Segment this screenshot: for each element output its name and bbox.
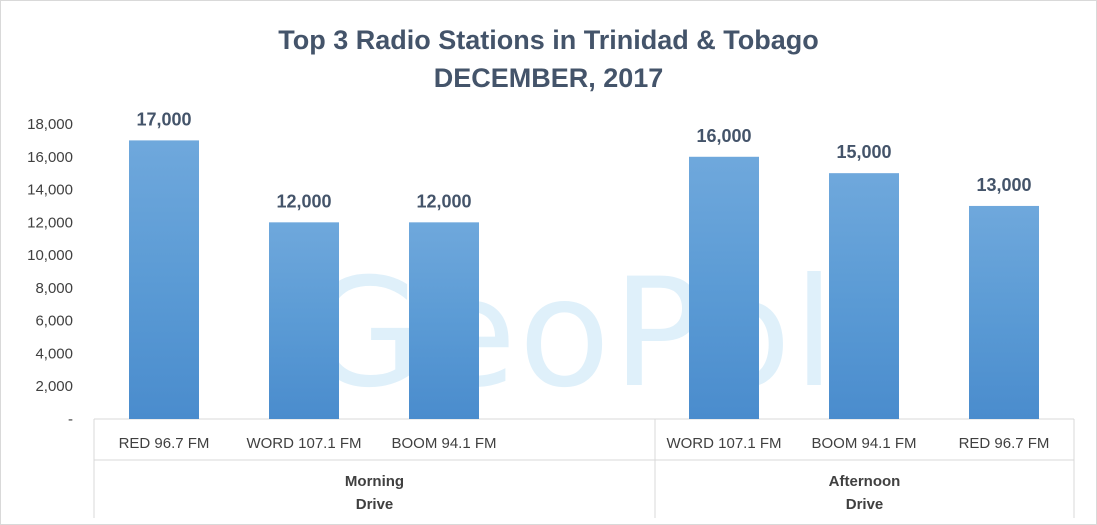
bar [689, 156, 759, 419]
y-tick-label: 2,000 [35, 378, 73, 395]
group-label: Drive [846, 496, 884, 513]
y-tick-label: 14,000 [27, 182, 73, 199]
x-tick-label: BOOM 94.1 FM [391, 435, 496, 452]
chart-subtitle: DECEMBER, 2017 [433, 63, 664, 93]
bar [269, 222, 339, 419]
data-label: 15,000 [836, 142, 891, 162]
x-tick-label: RED 96.7 FM [959, 435, 1050, 452]
group-label: Afternoon [829, 473, 901, 490]
data-label: 16,000 [696, 126, 751, 146]
y-tick-label: 6,000 [35, 313, 73, 330]
bar [129, 140, 199, 419]
x-tick-label: WORD 107.1 FM [246, 435, 361, 452]
group-label: Drive [356, 496, 394, 513]
y-tick-label: - [68, 411, 73, 428]
y-tick-label: 8,000 [35, 280, 73, 297]
x-tick-label: RED 96.7 FM [119, 435, 210, 452]
x-tick-label: BOOM 94.1 FM [811, 435, 916, 452]
y-tick-label: 18,000 [27, 116, 73, 133]
bar [969, 205, 1039, 419]
data-label: 17,000 [136, 109, 191, 129]
y-tick-label: 12,000 [27, 214, 73, 231]
x-tick-label: WORD 107.1 FM [666, 435, 781, 452]
bar [829, 173, 899, 419]
bar [409, 222, 479, 419]
data-label: 12,000 [416, 191, 471, 211]
y-tick-label: 16,000 [27, 149, 73, 166]
y-tick-label: 4,000 [35, 345, 73, 362]
y-tick-label: 10,000 [27, 247, 73, 264]
group-label: Morning [345, 473, 404, 490]
data-label: 13,000 [976, 175, 1031, 195]
watermark-geopoll: GeoPoll [306, 247, 881, 421]
chart-title: Top 3 Radio Stations in Trinidad & Tobag… [278, 25, 819, 55]
data-label: 12,000 [276, 191, 331, 211]
